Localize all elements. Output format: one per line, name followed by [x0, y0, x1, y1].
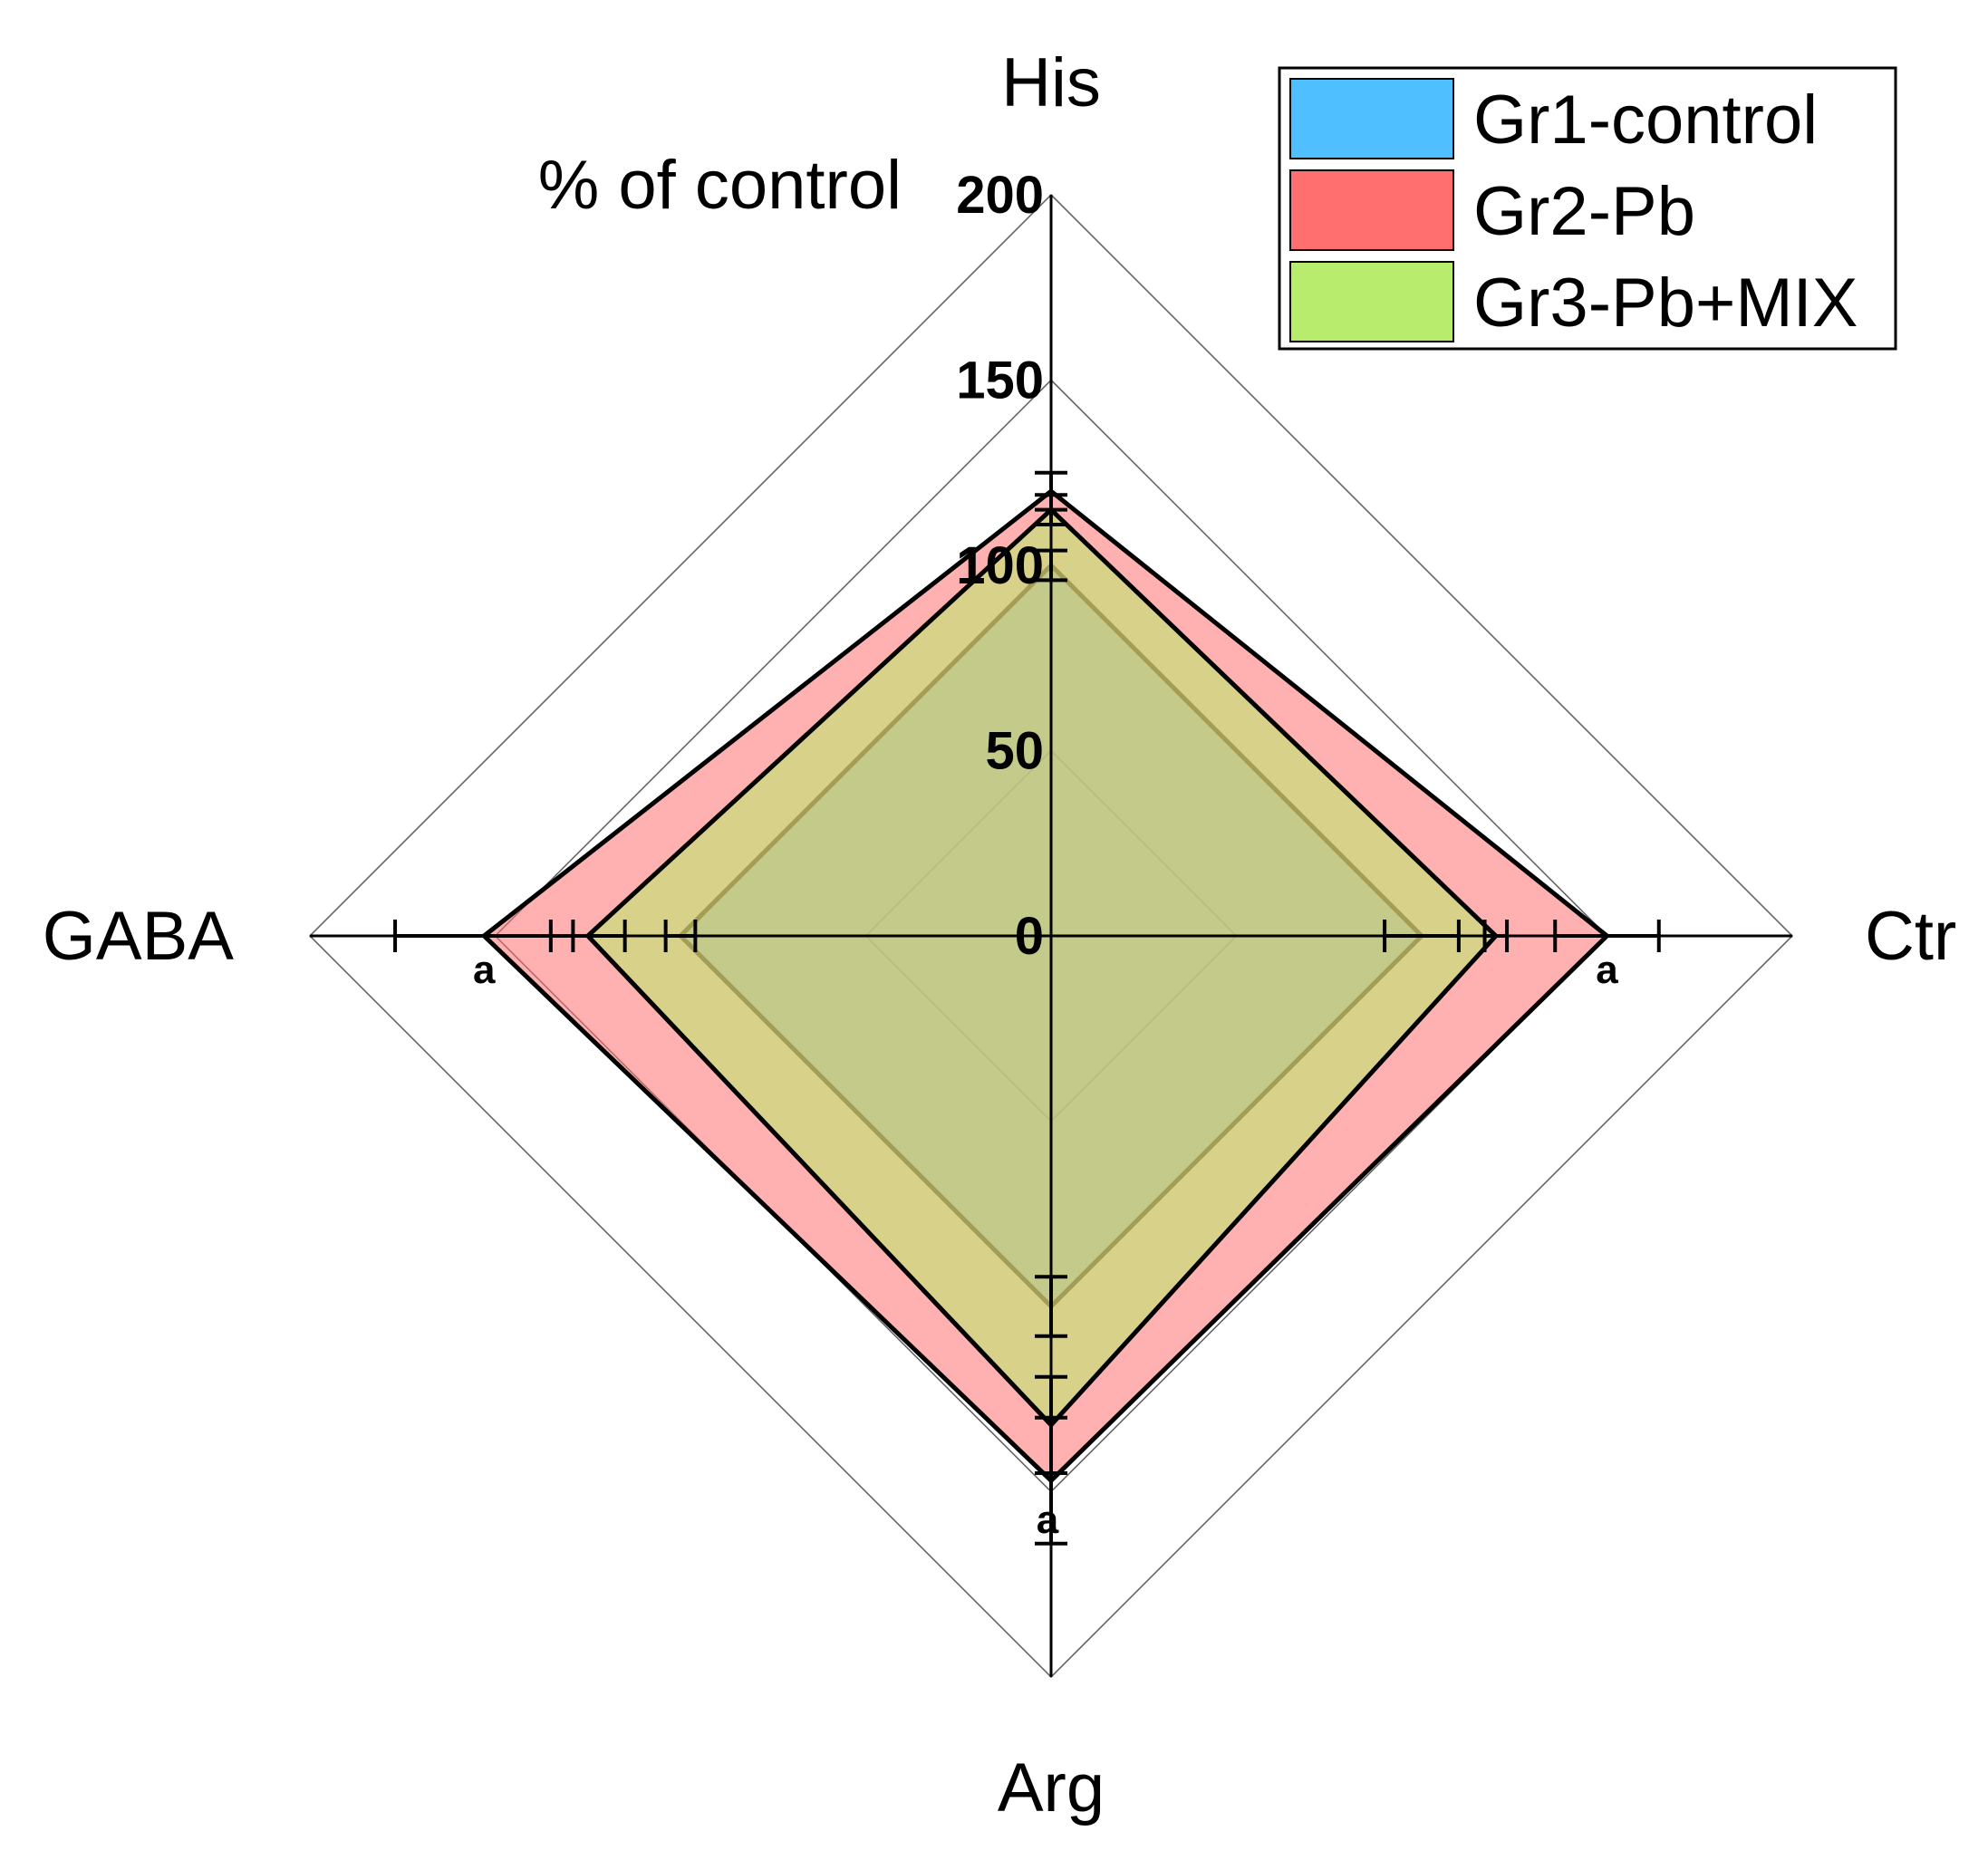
significance-layer: a a a [473, 948, 1618, 1542]
legend-entry-gr2-pb: Gr2-Pb [1473, 173, 1695, 250]
significance-label-arg: a [1037, 1498, 1059, 1542]
legend: Gr1-control Gr2-Pb Gr3-Pb+MIX [1278, 66, 1897, 351]
legend-entry-gr1-control: Gr1-control [1473, 82, 1818, 159]
series-area-gr3-pb-mix [584, 506, 1500, 1429]
error-bar-gr3-pb-mix-arg [1035, 1374, 1067, 1476]
error-bar-gr3-pb-mix-his [1035, 493, 1067, 527]
error-bar-gr1-control-his [1035, 548, 1067, 583]
error-bar-gr3-pb-mix-ctr [1482, 920, 1510, 952]
axis-label-ctr: Ctr [1865, 898, 1956, 975]
axis-label-gaba: GABA [43, 898, 234, 975]
legend-swatch-gr1-control [1289, 78, 1454, 159]
area-layer [480, 488, 1611, 1484]
error-bar-gr2-pb-ctr [1553, 920, 1661, 952]
significance-label-gaba: a [473, 948, 496, 992]
tick-label-200: 200 [956, 166, 1044, 225]
legend-swatch-gr3-pb-mix [1289, 261, 1454, 342]
error-bar-gr1-control-arg [1035, 1275, 1067, 1338]
tick-label-layer: 0 50 100 150 200 [956, 166, 1044, 966]
tick-label-150: 150 [956, 352, 1044, 410]
error-bar-gr3-pb-mix-gaba [548, 920, 627, 952]
legend-swatch-gr2-pb [1289, 169, 1454, 251]
axis-label-layer: His Ctr Arg GABA % of control [43, 44, 1957, 1826]
axis-label-his: His [1001, 44, 1101, 121]
axis-label-arg: Arg [998, 1749, 1105, 1826]
error-bar-layer [393, 470, 1661, 1546]
significance-label-ctr: a [1596, 948, 1618, 992]
tick-label-100: 100 [956, 536, 1044, 595]
legend-entry-gr3-pb-mix: Gr3-Pb+MIX [1473, 265, 1858, 342]
tick-label-0: 0 [1015, 907, 1044, 966]
error-bar-gr1-control-gaba [663, 920, 698, 952]
tick-label-50: 50 [985, 722, 1044, 781]
y-axis-label: % of control [538, 147, 902, 224]
error-bar-gr1-control-ctr [1383, 920, 1461, 952]
